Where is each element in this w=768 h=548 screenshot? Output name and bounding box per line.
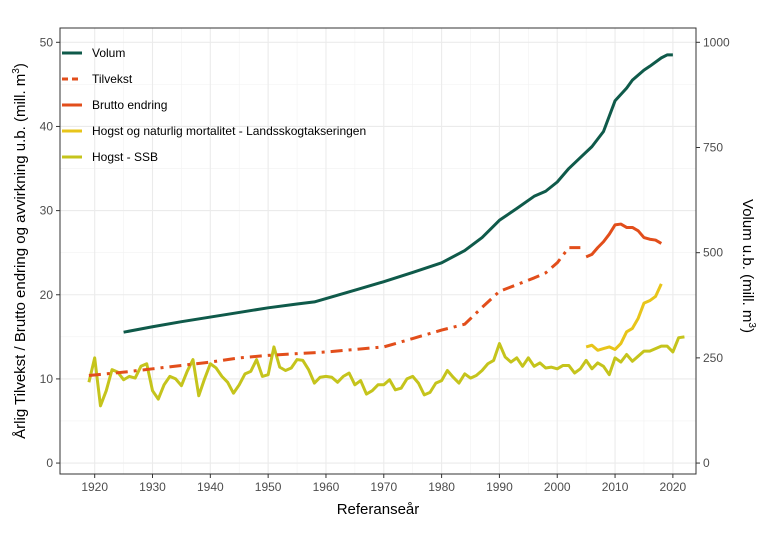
x-tick-label: 1950 [255,480,282,494]
x-tick-label: 2000 [544,480,571,494]
y-left-tick-label: 50 [40,35,54,49]
x-tick-label: 1990 [486,480,513,494]
x-tick-label: 1980 [428,480,455,494]
y-right-tick-label: 0 [703,456,710,470]
x-tick-label: 1970 [370,480,397,494]
series-line-hogst-ssb [87,335,685,408]
x-tick-label: 2010 [602,480,629,494]
y-left-tick-label: 10 [40,372,54,386]
series-line-hogst-og-naturlig-mortalitet-landsskogtakseringen [585,283,663,352]
y-right-tick-label: 250 [703,351,723,365]
x-tick-label: 1960 [313,480,340,494]
legend-label-tilvekst: Tilvekst [92,72,133,86]
x-tick-label: 2020 [660,480,687,494]
x-axis-title: Referanseår [337,501,420,518]
y-axis-right-title: Volum u.b. (mill. m3) [739,199,757,333]
legend: Volum Tilvekst Brutto endring Hogst og natu… [62,46,366,164]
y-right-tick-label: 750 [703,140,723,154]
y-axis-right: 0 250 500 750 1000 [696,35,730,470]
y-right-tick-label: 500 [703,246,723,260]
series-line-volum [123,53,673,334]
series-line-brutto-endring [585,222,663,259]
y-left-tick-label: 30 [40,204,54,218]
legend-label-hogst-ssb: Hogst - SSB [92,150,158,164]
plot-border [59,27,697,475]
y-axis-left: 0 10 20 30 40 50 [40,35,60,470]
grid-major [60,28,696,474]
x-tick-label: 1930 [139,480,166,494]
plot-panel [60,28,696,474]
x-tick-label: 1920 [81,480,108,494]
x-axis: 1920 1930 1940 1950 1960 1970 1980 1990 2000 2010… [81,474,687,494]
y-axis-left-title: Årlig Tilvekst / Brutto endring og avvir… [11,63,29,439]
series-layer [87,53,685,408]
y-left-tick-label: 40 [40,119,54,133]
x-tick-label: 1940 [197,480,224,494]
y-right-tick-label: 1000 [703,35,730,49]
y-left-tick-label: 0 [46,456,53,470]
legend-label-brutto-endring: Brutto endring [92,98,167,112]
legend-label-hogst-og-naturlig-mortalitet-landsskogtakseringen: Hogst og naturlig mortalitet - Landsskog… [92,124,366,138]
y-left-tick-label: 20 [40,288,54,302]
grid-minor [60,28,696,474]
legend-label-volum: Volum [92,46,125,60]
